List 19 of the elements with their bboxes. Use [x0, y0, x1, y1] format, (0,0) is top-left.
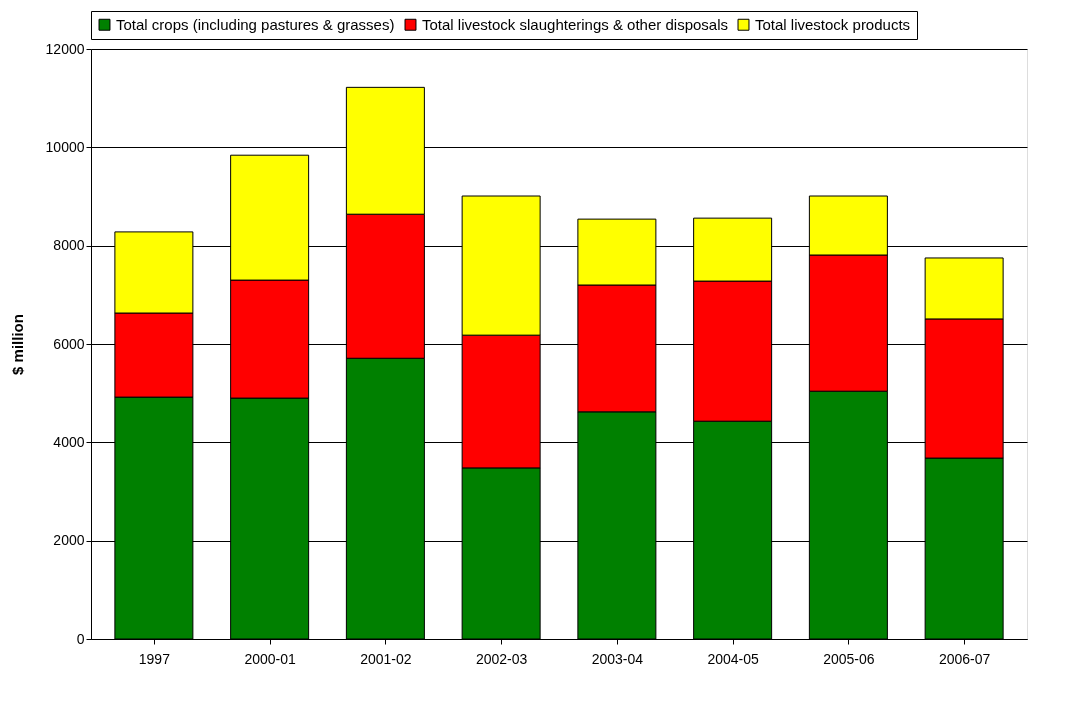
- x-tick-label: 2006-07: [938, 650, 991, 667]
- x-tick-label: 2003-04: [591, 650, 644, 667]
- y-tick-label: 6000: [53, 335, 85, 352]
- legend-label: Total livestock slaughterings & other disposals: [422, 15, 728, 33]
- y-tick-label: 2000: [53, 532, 85, 549]
- y-tick-label: 12000: [45, 40, 85, 57]
- x-tick-label: 2004-05: [707, 650, 760, 667]
- y-tick-label: 10000: [45, 138, 85, 155]
- x-tick-label: 2005-06: [823, 650, 875, 667]
- y-tick-label: 4000: [53, 433, 85, 450]
- x-tick-label: 2000-01: [244, 650, 297, 667]
- y-tick-label: 0: [76, 630, 85, 647]
- x-tick-label: 2002-03: [475, 650, 528, 667]
- legend-label: Total crops (including pastures & grasses): [116, 15, 395, 33]
- y-axis-title: $ million: [8, 314, 26, 375]
- x-tick-label: 1997: [138, 650, 171, 667]
- x-tick-label: 2001-02: [360, 650, 412, 667]
- legend-label: Total livestock products: [755, 15, 911, 33]
- y-tick-label: 8000: [53, 237, 85, 254]
